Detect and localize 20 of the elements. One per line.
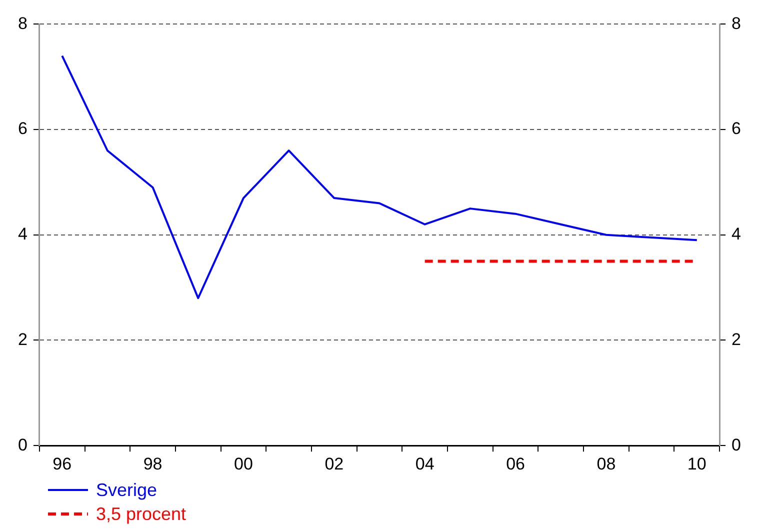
x-tick-label: 96 <box>52 454 72 474</box>
y-tick-label: 6 <box>18 119 28 138</box>
x-tick-label: 10 <box>687 454 706 474</box>
x-tick-label: 06 <box>506 454 525 474</box>
x-tick-label: 02 <box>324 454 344 474</box>
legend-label: 3,5 procent <box>96 504 186 524</box>
x-tick-label: 04 <box>415 454 434 474</box>
x-tick-label: 98 <box>143 454 162 474</box>
y-tick-label: 8 <box>18 14 28 33</box>
y2-tick-label: 0 <box>732 435 742 454</box>
y-tick-label: 2 <box>18 330 28 349</box>
y2-tick-label: 2 <box>732 330 742 349</box>
x-tick-label: 08 <box>596 454 616 474</box>
legend-label: Sverige <box>96 480 158 500</box>
y2-tick-label: 8 <box>732 14 742 33</box>
y2-tick-label: 6 <box>732 119 742 138</box>
x-tick-label: 00 <box>234 454 253 474</box>
y2-tick-label: 4 <box>732 224 742 244</box>
y-tick-label: 0 <box>18 435 28 454</box>
y-tick-label: 4 <box>18 224 28 244</box>
